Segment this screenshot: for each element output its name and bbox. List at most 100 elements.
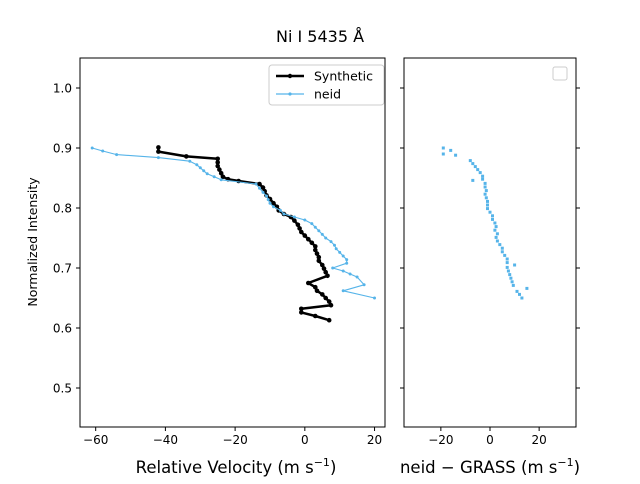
left-x-tick-label: −20 bbox=[222, 433, 247, 447]
left-neid-point bbox=[265, 194, 268, 198]
left-neid-point bbox=[266, 198, 270, 202]
left-neid-point bbox=[268, 201, 272, 205]
left-neid-point bbox=[324, 236, 328, 240]
right-scatter-point bbox=[454, 153, 458, 157]
left-neid-point bbox=[313, 225, 317, 229]
legend-synthetic-marker bbox=[287, 73, 293, 79]
right-scatter-point bbox=[525, 286, 529, 290]
left-synthetic-point bbox=[316, 258, 322, 264]
left-synthetic-point bbox=[295, 222, 301, 228]
left-neid-point bbox=[341, 254, 345, 258]
left-x-tick-label: 0 bbox=[301, 433, 309, 447]
right-scatter-point bbox=[468, 159, 472, 163]
right-scatter-point bbox=[503, 253, 507, 257]
right-scatter-point bbox=[508, 273, 512, 277]
left-synthetic-point bbox=[215, 156, 220, 162]
left-synthetic-point bbox=[326, 299, 332, 304]
left-neid-point bbox=[101, 149, 105, 153]
right-scatter-point bbox=[488, 210, 492, 214]
left-neid-point bbox=[333, 243, 336, 247]
left-neid-point bbox=[219, 178, 223, 182]
left-y-axis-label: Normalized Intensity bbox=[25, 177, 40, 307]
left-synthetic-point bbox=[257, 181, 262, 187]
left-synthetic-point bbox=[328, 302, 334, 308]
left-neid-point bbox=[373, 296, 376, 300]
left-synthetic-point bbox=[320, 262, 325, 268]
right-scatter-point bbox=[500, 246, 504, 250]
left-neid-point bbox=[317, 229, 321, 233]
left-y-tick-label: 0.5 bbox=[53, 381, 72, 395]
left-synthetic-point bbox=[314, 288, 320, 294]
left-synthetic-point bbox=[218, 170, 224, 176]
right-x-tick-label: 20 bbox=[532, 433, 547, 447]
left-neid-point bbox=[258, 186, 261, 190]
left-x-tick-label: 20 bbox=[367, 433, 382, 447]
left-neid-point bbox=[115, 153, 119, 157]
left-synthetic-point bbox=[217, 167, 222, 172]
right-scatter-point bbox=[486, 203, 489, 207]
left-synthetic-point bbox=[323, 295, 329, 301]
left-y-tick-label: 0.7 bbox=[53, 261, 72, 275]
right-scatter-point bbox=[483, 181, 487, 185]
left-neid-point bbox=[202, 169, 206, 173]
left-synthetic-point bbox=[299, 306, 304, 312]
right-scatter-point bbox=[506, 269, 510, 273]
right-scatter-point bbox=[520, 296, 524, 300]
left-synthetic-point bbox=[325, 273, 330, 279]
right-scatter-point bbox=[510, 280, 514, 284]
left-synthetic-point bbox=[297, 226, 302, 231]
left-panel: −60 −40 −20 0 20 0.5 0.6 0.7 0.8 0.9 1.0 bbox=[53, 57, 386, 447]
left-neid-point bbox=[338, 250, 342, 254]
left-neid-point bbox=[345, 261, 349, 265]
right-scatter-point bbox=[493, 228, 497, 232]
left-neid-point bbox=[156, 156, 160, 160]
right-scatter-point bbox=[483, 185, 487, 189]
left-synthetic-point bbox=[314, 251, 320, 256]
right-scatter-point bbox=[449, 148, 453, 152]
left-neid-point bbox=[310, 222, 314, 226]
left-y-tick-label: 0.6 bbox=[53, 321, 72, 335]
right-scatter-point bbox=[478, 171, 482, 175]
left-neid-point bbox=[345, 258, 349, 262]
right-scatter-point bbox=[505, 265, 509, 269]
left-synthetic-point bbox=[215, 163, 220, 169]
left-neid-point bbox=[90, 146, 94, 150]
right-scatter-point bbox=[513, 263, 517, 267]
left-y-tick-label: 1.0 bbox=[53, 81, 72, 95]
right-scatter-point bbox=[494, 235, 498, 239]
right-scatter-point bbox=[491, 217, 494, 221]
left-neid-point bbox=[278, 208, 282, 212]
left-synthetic-point bbox=[320, 292, 325, 297]
right-scatter-point bbox=[491, 214, 494, 218]
left-neid-point bbox=[341, 269, 345, 273]
legend: Synthetic neid bbox=[268, 64, 385, 106]
right-scatter-point bbox=[441, 146, 445, 150]
left-synthetic-point bbox=[156, 145, 161, 150]
left-neid-point bbox=[362, 283, 366, 287]
right-scatter-point bbox=[471, 162, 475, 166]
left-synthetic-point bbox=[299, 310, 304, 315]
right-scatter-point bbox=[495, 232, 499, 236]
left-synthetic-point bbox=[260, 185, 266, 190]
right-scatter-point bbox=[471, 178, 475, 182]
left-x-tick-label: −60 bbox=[83, 433, 108, 447]
left-synthetic-point bbox=[306, 280, 311, 286]
left-synthetic-point bbox=[313, 313, 318, 319]
left-neid-point bbox=[205, 172, 209, 176]
right-scatter-point bbox=[441, 152, 445, 156]
left-neid-point bbox=[320, 232, 324, 236]
right-scatter-point bbox=[511, 283, 515, 287]
left-neid-point bbox=[348, 272, 352, 276]
left-synthetic-point bbox=[215, 160, 220, 165]
left-synthetic-point bbox=[313, 284, 318, 290]
right-scatter-point bbox=[494, 225, 498, 229]
left-synthetic-point bbox=[316, 254, 322, 260]
right-scatter-point bbox=[486, 207, 489, 211]
left-synthetic-point bbox=[220, 174, 226, 180]
left-synthetic-point bbox=[326, 317, 332, 323]
left-neid-point bbox=[254, 182, 258, 186]
left-synthetic-point bbox=[271, 200, 276, 206]
left-neid-point bbox=[355, 275, 359, 279]
right-scatter-point bbox=[481, 174, 485, 178]
